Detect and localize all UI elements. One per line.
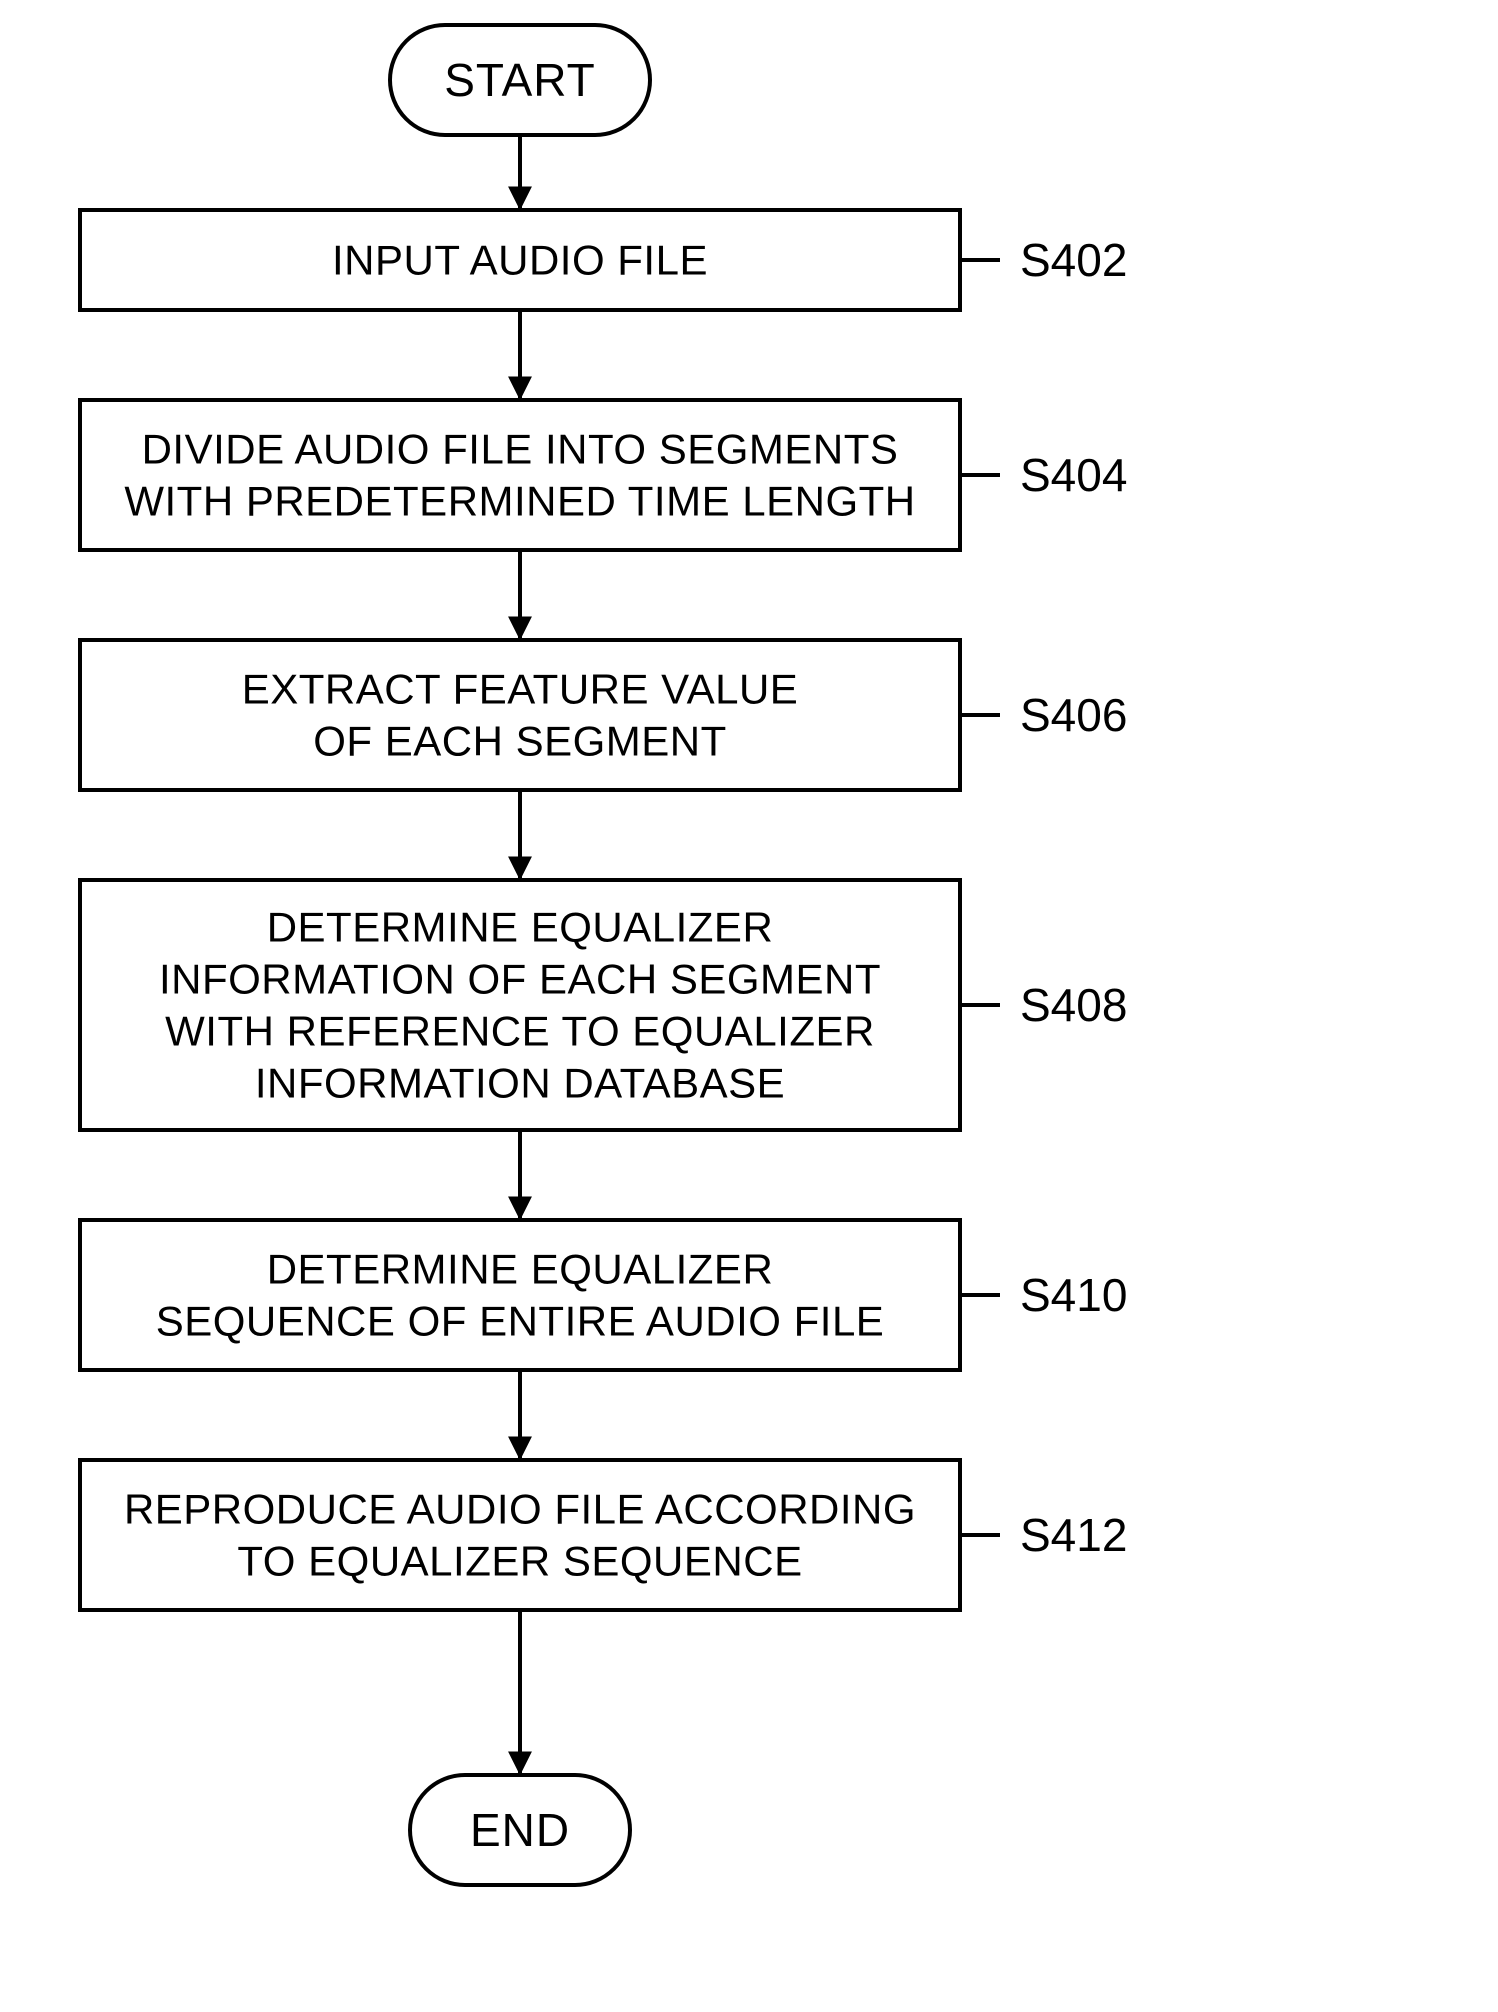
process-text: INFORMATION OF EACH SEGMENT	[159, 956, 881, 1003]
start-label: START	[444, 54, 596, 106]
process-text: INFORMATION DATABASE	[255, 1060, 785, 1107]
process-text: OF EACH SEGMENT	[313, 718, 727, 765]
process-text: TO EQUALIZER SEQUENCE	[237, 1538, 802, 1585]
process-text: SEQUENCE OF ENTIRE AUDIO FILE	[156, 1298, 885, 1345]
end-label: END	[470, 1804, 570, 1856]
step-label: S402	[1020, 234, 1127, 286]
process-text: DETERMINE EQUALIZER	[267, 1246, 774, 1293]
process-text: WITH REFERENCE TO EQUALIZER	[165, 1008, 875, 1055]
process-box-S404	[80, 400, 960, 550]
process-text: DETERMINE EQUALIZER	[267, 904, 774, 951]
step-label: S408	[1020, 979, 1127, 1031]
step-label: S406	[1020, 689, 1127, 741]
step-label: S410	[1020, 1269, 1127, 1321]
process-text: WITH PREDETERMINED TIME LENGTH	[124, 478, 915, 525]
flowchart-svg: START END INPUT AUDIO FILE DIVIDE AUDIO FIL…	[0, 0, 1498, 2012]
process-text: REPRODUCE AUDIO FILE ACCORDING	[124, 1486, 916, 1533]
process-box-S410	[80, 1220, 960, 1370]
process-text: DIVIDE AUDIO FILE INTO SEGMENTS	[142, 426, 899, 473]
step-label: S404	[1020, 449, 1127, 501]
process-box-S406	[80, 640, 960, 790]
process-box-S412	[80, 1460, 960, 1610]
process-text: INPUT AUDIO FILE	[332, 237, 708, 284]
process-text: EXTRACT FEATURE VALUE	[242, 666, 799, 713]
step-label: S412	[1020, 1509, 1127, 1561]
